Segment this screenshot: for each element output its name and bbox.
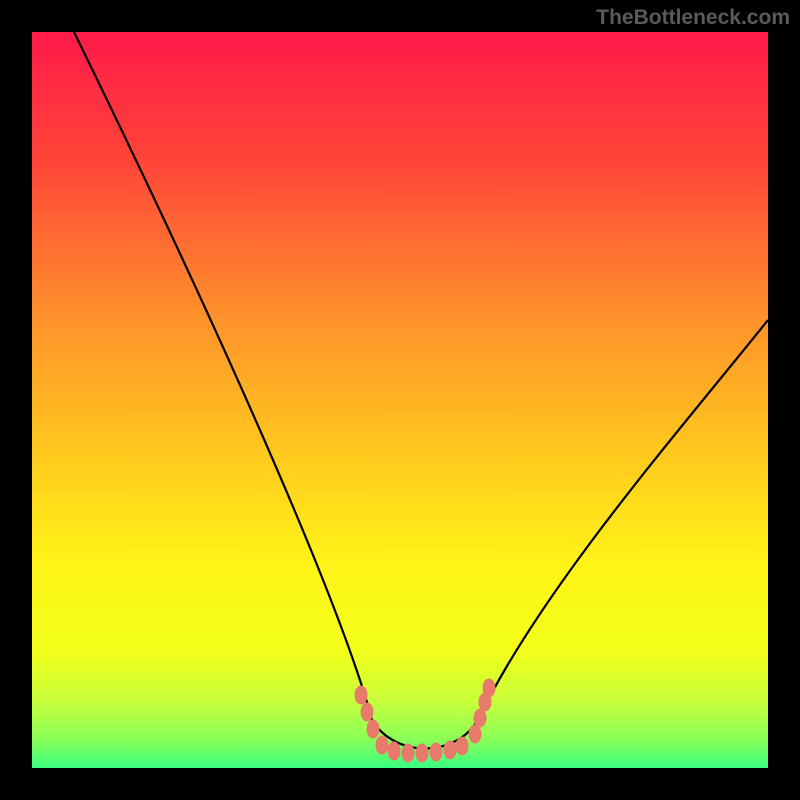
chart-container: TheBottleneck.com — [0, 0, 800, 800]
valley-marker — [361, 703, 373, 721]
valley-marker — [456, 737, 468, 755]
valley-marker — [430, 743, 442, 761]
valley-marker — [483, 679, 495, 697]
watermark-text: TheBottleneck.com — [596, 6, 790, 30]
valley-marker — [416, 744, 428, 762]
valley-marker — [444, 741, 456, 759]
valley-marker — [367, 720, 379, 738]
valley-marker — [388, 742, 400, 760]
valley-marker — [355, 686, 367, 704]
valley-marker — [402, 744, 414, 762]
valley-marker — [474, 709, 486, 727]
bottleneck-chart — [0, 0, 800, 800]
valley-marker — [376, 736, 388, 754]
plot-area-gradient — [32, 32, 768, 768]
valley-marker — [469, 725, 481, 743]
